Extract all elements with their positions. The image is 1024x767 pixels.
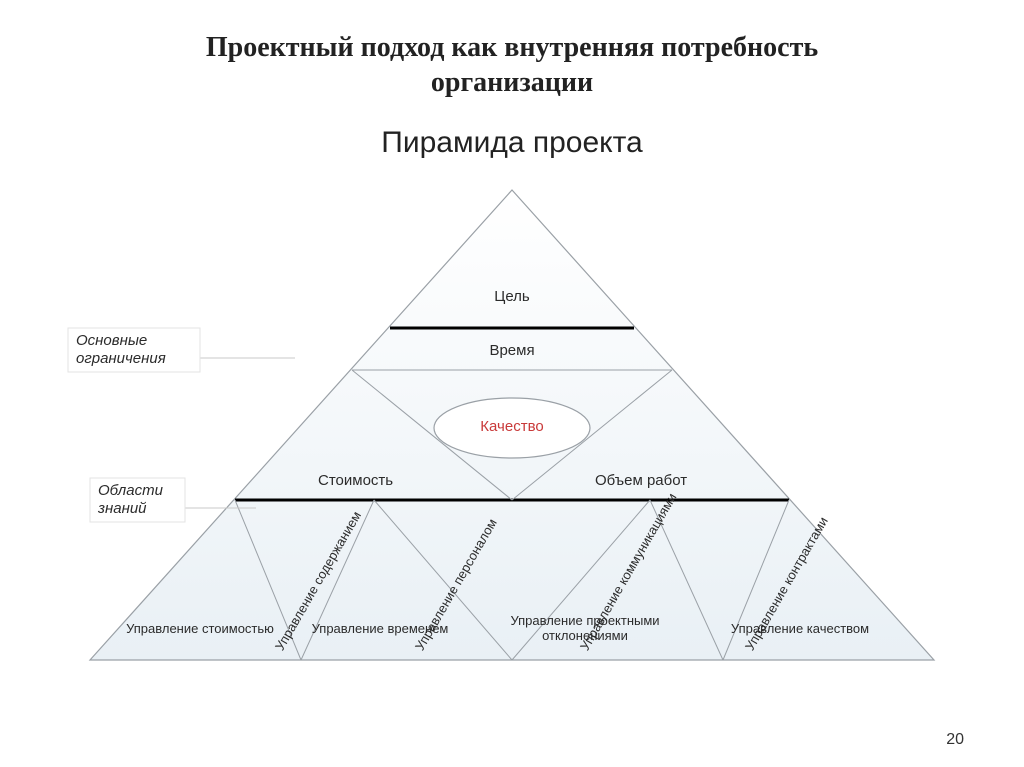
diagram-title: Пирамида проекта: [0, 126, 1024, 160]
label-cost: Стоимость: [318, 472, 393, 489]
page-title-line1: Проектный подход как внутренняя потребно…: [206, 32, 818, 63]
callout-knowledge-areas: Области знаний: [98, 482, 178, 518]
page-title: Проектный подход как внутренняя потребно…: [0, 0, 1024, 100]
label-goal: Цель: [494, 288, 530, 305]
label-bottom-cost: Управление стоимостью: [120, 622, 280, 637]
label-quality: Качество: [480, 418, 543, 435]
label-time: Время: [489, 342, 534, 359]
page-number: 20: [946, 731, 964, 749]
callout-constraints: Основные ограничения: [76, 332, 196, 368]
page-title-line2: организации: [431, 67, 593, 98]
label-bottom-time: Управление временем: [295, 622, 465, 637]
pyramid-diagram: Цель Время Качество Стоимость Объем рабо…: [0, 160, 1024, 720]
label-bottom-quality: Управление качеством: [715, 622, 885, 637]
label-bottom-deviation: Управление проектными отклонениями: [485, 614, 685, 644]
label-scope: Объем работ: [595, 472, 687, 489]
